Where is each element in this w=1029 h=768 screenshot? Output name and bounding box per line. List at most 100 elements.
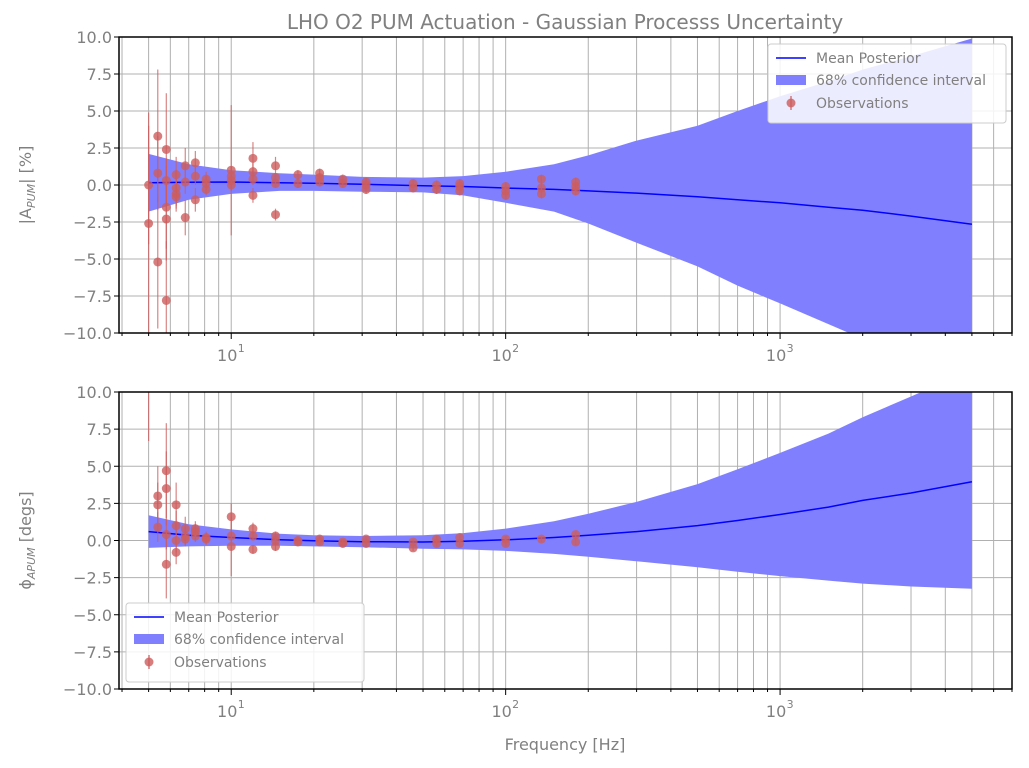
confidence-band <box>148 38 972 333</box>
observation-point <box>536 189 546 199</box>
observation-point <box>571 186 581 196</box>
y-tick-label: 7.5 <box>87 420 112 439</box>
confidence-band <box>148 392 972 589</box>
observation-point <box>408 183 418 193</box>
y-tick-label: −7.5 <box>73 643 112 662</box>
observation-point <box>161 559 171 569</box>
y-tick-label: −2.5 <box>73 213 112 232</box>
observation-point <box>201 534 211 544</box>
y-tick-label: 10.0 <box>76 28 112 47</box>
x-tick-label: 10 <box>491 702 511 721</box>
x-tick-label: 10 <box>491 346 511 365</box>
y-tick-label: 0.0 <box>87 176 112 195</box>
observation-point <box>571 537 581 547</box>
observation-point <box>180 161 190 171</box>
legend-mean-label: Mean Posterior <box>816 51 921 67</box>
phase-panel: 10 1 10 2 10 310.07.55.02.50.0−2.5−5.0−7.5−10… <box>16 380 1013 721</box>
observation-point <box>501 190 511 200</box>
observation-point <box>571 530 581 540</box>
observation-point <box>536 174 546 184</box>
legend-obs-label: Observations <box>816 96 909 112</box>
observation-point <box>161 144 171 154</box>
legend-band-swatch <box>134 634 164 644</box>
observation-point <box>180 213 190 223</box>
y-axis-label-subscript: APUM <box>25 547 38 580</box>
observation-point <box>455 538 465 548</box>
observation-point <box>248 531 258 541</box>
y-tick-label: 5.0 <box>87 457 112 476</box>
x-tick-label: 10 <box>217 346 237 365</box>
observation-point <box>271 179 281 189</box>
y-axis-label: ϕAPUM [degs] <box>16 491 38 589</box>
observation-point <box>432 538 442 548</box>
y-tick-label: −7.5 <box>73 287 112 306</box>
observation-point <box>248 167 258 177</box>
observation-point <box>501 538 511 548</box>
observation-point <box>190 171 200 181</box>
observation-point <box>226 180 236 190</box>
y-tick-label: −5.0 <box>73 606 112 625</box>
observation-point <box>201 184 211 194</box>
y-tick-label: −10.0 <box>63 680 112 699</box>
observation-point <box>315 537 325 547</box>
observation-point <box>293 170 303 180</box>
y-tick-label: 2.5 <box>87 139 112 158</box>
observation-point <box>338 538 348 548</box>
y-axis-label-main: |A <box>16 208 35 224</box>
observation-point <box>315 177 325 187</box>
y-axis-label-unit: [degs] <box>16 491 35 547</box>
observation-point <box>338 179 348 189</box>
observation-point <box>536 534 546 544</box>
observation-point <box>432 184 442 194</box>
legend-obs-label: Observations <box>174 655 267 671</box>
y-tick-label: 7.5 <box>87 65 112 84</box>
observation-point <box>171 547 181 557</box>
observation-point <box>144 380 153 389</box>
observation-point <box>171 500 181 510</box>
observation-point <box>226 541 236 551</box>
y-tick-label: 0.0 <box>87 532 112 551</box>
observation-point <box>271 210 281 220</box>
observation-point <box>180 177 190 187</box>
legend-obs-swatch <box>144 657 154 667</box>
observation-point <box>153 522 163 532</box>
x-tick-exponent: 2 <box>512 342 519 355</box>
observation-point <box>190 195 200 205</box>
x-tick-exponent: 3 <box>787 698 794 711</box>
observation-point <box>408 543 418 553</box>
plot-area <box>144 380 973 599</box>
y-tick-label: 2.5 <box>87 494 112 513</box>
y-tick-label: −10.0 <box>63 324 112 343</box>
x-tick-exponent: 1 <box>238 698 245 711</box>
x-tick-label: 10 <box>766 702 786 721</box>
legend-obs-swatch <box>786 98 796 108</box>
legend-box <box>125 602 365 683</box>
observation-point <box>161 484 171 494</box>
observation-point <box>248 153 258 163</box>
observation-point <box>190 531 200 541</box>
observation-point <box>361 184 371 194</box>
observation-point <box>161 530 171 540</box>
observation-point <box>248 190 258 200</box>
observation-point <box>190 158 200 168</box>
y-axis-label-unit: | [%] <box>16 146 35 184</box>
legend: Mean Posterior 68% confidence interval Obs… <box>125 602 365 683</box>
observation-point <box>153 168 163 178</box>
observation-point <box>293 179 303 189</box>
x-tick-label: 10 <box>766 346 786 365</box>
legend-box <box>767 43 1007 124</box>
x-tick-label: 10 <box>217 702 237 721</box>
x-tick-exponent: 1 <box>238 342 245 355</box>
observation-point <box>180 534 190 544</box>
legend-mean-label: Mean Posterior <box>174 610 279 626</box>
x-tick-exponent: 3 <box>787 342 794 355</box>
x-tick-exponent: 2 <box>512 698 519 711</box>
y-tick-label: 5.0 <box>87 102 112 121</box>
legend-band-swatch <box>776 75 806 85</box>
y-axis-label-main: ϕ <box>16 579 35 590</box>
observation-point <box>161 176 171 186</box>
legend-band-label: 68% confidence interval <box>174 632 344 648</box>
observation-point <box>271 161 281 171</box>
figure-title: LHO O2 PUM Actuation - Gaussian Processs… <box>287 10 844 34</box>
observation-point <box>248 524 258 534</box>
